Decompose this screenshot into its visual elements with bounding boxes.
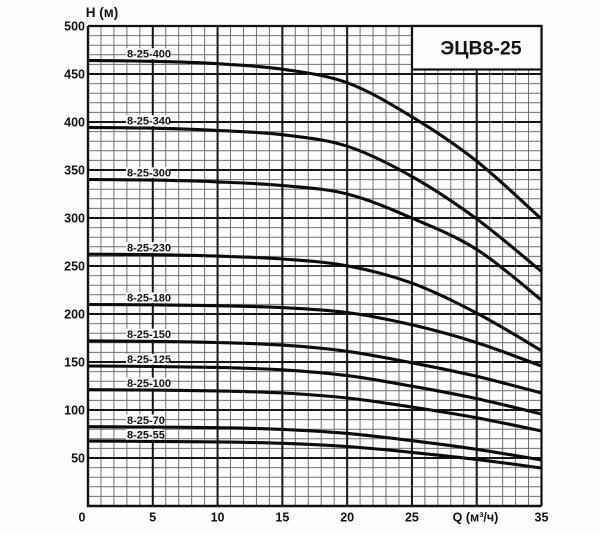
svg-text:20: 20	[340, 511, 354, 525]
svg-text:8-25-55: 8-25-55	[127, 429, 165, 441]
svg-text:8-25-300: 8-25-300	[127, 168, 171, 180]
svg-text:8-25-70: 8-25-70	[127, 415, 165, 427]
svg-text:ЭЦВ8-25: ЭЦВ8-25	[440, 38, 521, 60]
svg-text:8-25-230: 8-25-230	[127, 242, 171, 254]
svg-text:5: 5	[149, 511, 156, 525]
svg-text:8-25-125: 8-25-125	[127, 354, 171, 366]
svg-text:H (м): H (м)	[86, 5, 118, 20]
svg-text:8-25-150: 8-25-150	[127, 329, 171, 341]
svg-text:8-25-340: 8-25-340	[127, 116, 171, 128]
svg-text:250: 250	[64, 259, 85, 273]
svg-text:8-25-400: 8-25-400	[127, 49, 171, 61]
svg-text:400: 400	[64, 115, 85, 129]
svg-text:150: 150	[64, 355, 85, 369]
svg-text:25: 25	[405, 511, 419, 525]
svg-text:10: 10	[211, 511, 225, 525]
svg-text:50: 50	[71, 451, 85, 465]
svg-text:450: 450	[64, 67, 85, 81]
svg-text:350: 350	[64, 163, 85, 177]
svg-text:300: 300	[64, 211, 85, 225]
svg-text:8-25-180: 8-25-180	[127, 293, 171, 305]
svg-text:Q (м³/ч): Q (м³/ч)	[453, 511, 499, 525]
svg-text:0: 0	[79, 511, 86, 525]
svg-text:35: 35	[535, 511, 549, 525]
svg-text:15: 15	[275, 511, 289, 525]
svg-text:100: 100	[64, 403, 85, 417]
svg-text:200: 200	[64, 307, 85, 321]
svg-text:8-25-100: 8-25-100	[127, 378, 171, 390]
svg-text:500: 500	[64, 19, 85, 33]
